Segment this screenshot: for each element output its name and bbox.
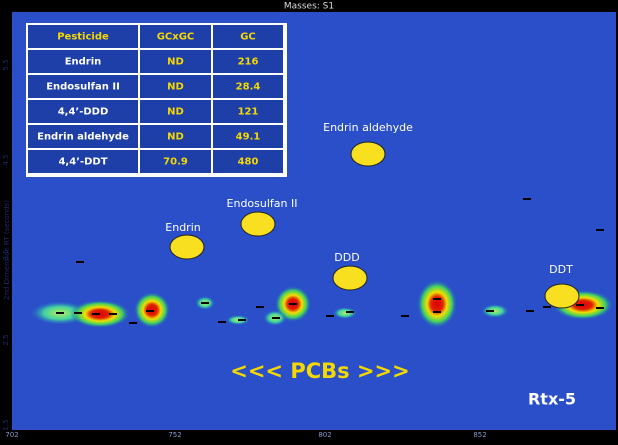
compound-label: DDD — [334, 251, 359, 264]
compound-marker — [544, 283, 580, 309]
y-tick-label: 5.5 — [2, 59, 10, 70]
table-text: 480 — [238, 157, 259, 168]
table-text: Endosulfan II — [46, 82, 120, 93]
table-cell — [213, 150, 283, 173]
table-text: ND — [167, 82, 184, 93]
table-text: ND — [167, 132, 184, 143]
table-text: ND — [167, 107, 184, 118]
compound-label: Endrin aldehyde — [323, 121, 413, 134]
table-cell — [28, 100, 138, 123]
pcbs-label: <<< PCBs >>> — [230, 359, 410, 383]
y-tick-label: 2.5 — [2, 334, 10, 345]
table-header: GC — [240, 32, 256, 43]
x-tick-label: 852 — [473, 431, 486, 439]
table-text: ND — [167, 57, 184, 68]
compound-marker — [332, 265, 368, 291]
table-cell — [28, 150, 138, 173]
table-text: 70.9 — [163, 157, 188, 168]
table-cell — [213, 25, 283, 48]
compound-marker — [169, 234, 205, 260]
table-cell — [28, 50, 138, 73]
y-axis-title: 2nd Dimension RT (seconds) — [3, 200, 11, 300]
table-header: GCxGC — [157, 32, 195, 43]
table-cell — [140, 125, 211, 148]
table-cell — [140, 25, 211, 48]
table-text: Endrin aldehyde — [37, 132, 129, 143]
table-header: Pesticide — [57, 32, 109, 43]
table-cell — [213, 125, 283, 148]
table-cell — [213, 75, 283, 98]
table-cell — [213, 50, 283, 73]
x-tick-label: 702 — [5, 431, 18, 439]
table-cell — [140, 50, 211, 73]
table-text: 4,4’-DDD — [58, 107, 109, 118]
peak — [333, 307, 357, 319]
peak — [417, 280, 457, 328]
table-cell — [140, 150, 211, 173]
y-tick-label: 1.5 — [2, 419, 10, 430]
compound-label: DDT — [549, 263, 573, 276]
table-text: Endrin — [65, 57, 102, 68]
table-cell — [213, 100, 283, 123]
plot-title: Masses: S1 — [284, 2, 334, 12]
y-tick-label: 4.5 — [2, 154, 10, 165]
x-tick-label: 802 — [318, 431, 331, 439]
table-cell — [140, 100, 211, 123]
compound-marker — [240, 211, 276, 237]
x-tick-label: 752 — [168, 431, 181, 439]
table-cell — [28, 125, 138, 148]
compound-label: Endrin — [165, 221, 200, 234]
table-text: 4,4’-DDT — [58, 157, 107, 168]
table-text: 216 — [238, 57, 259, 68]
table-text: 121 — [238, 107, 259, 118]
table-text: 28.4 — [236, 82, 261, 93]
y-tick-label: 3.5 — [2, 249, 10, 260]
peak — [481, 304, 509, 318]
table-text: 49.1 — [236, 132, 261, 143]
table-cell — [140, 75, 211, 98]
table-cell — [28, 75, 138, 98]
compound-marker — [350, 141, 386, 167]
table-cell — [28, 25, 138, 48]
column-label: Rtx-5 — [528, 390, 576, 409]
compound-label: Endosulfan II — [227, 197, 298, 210]
